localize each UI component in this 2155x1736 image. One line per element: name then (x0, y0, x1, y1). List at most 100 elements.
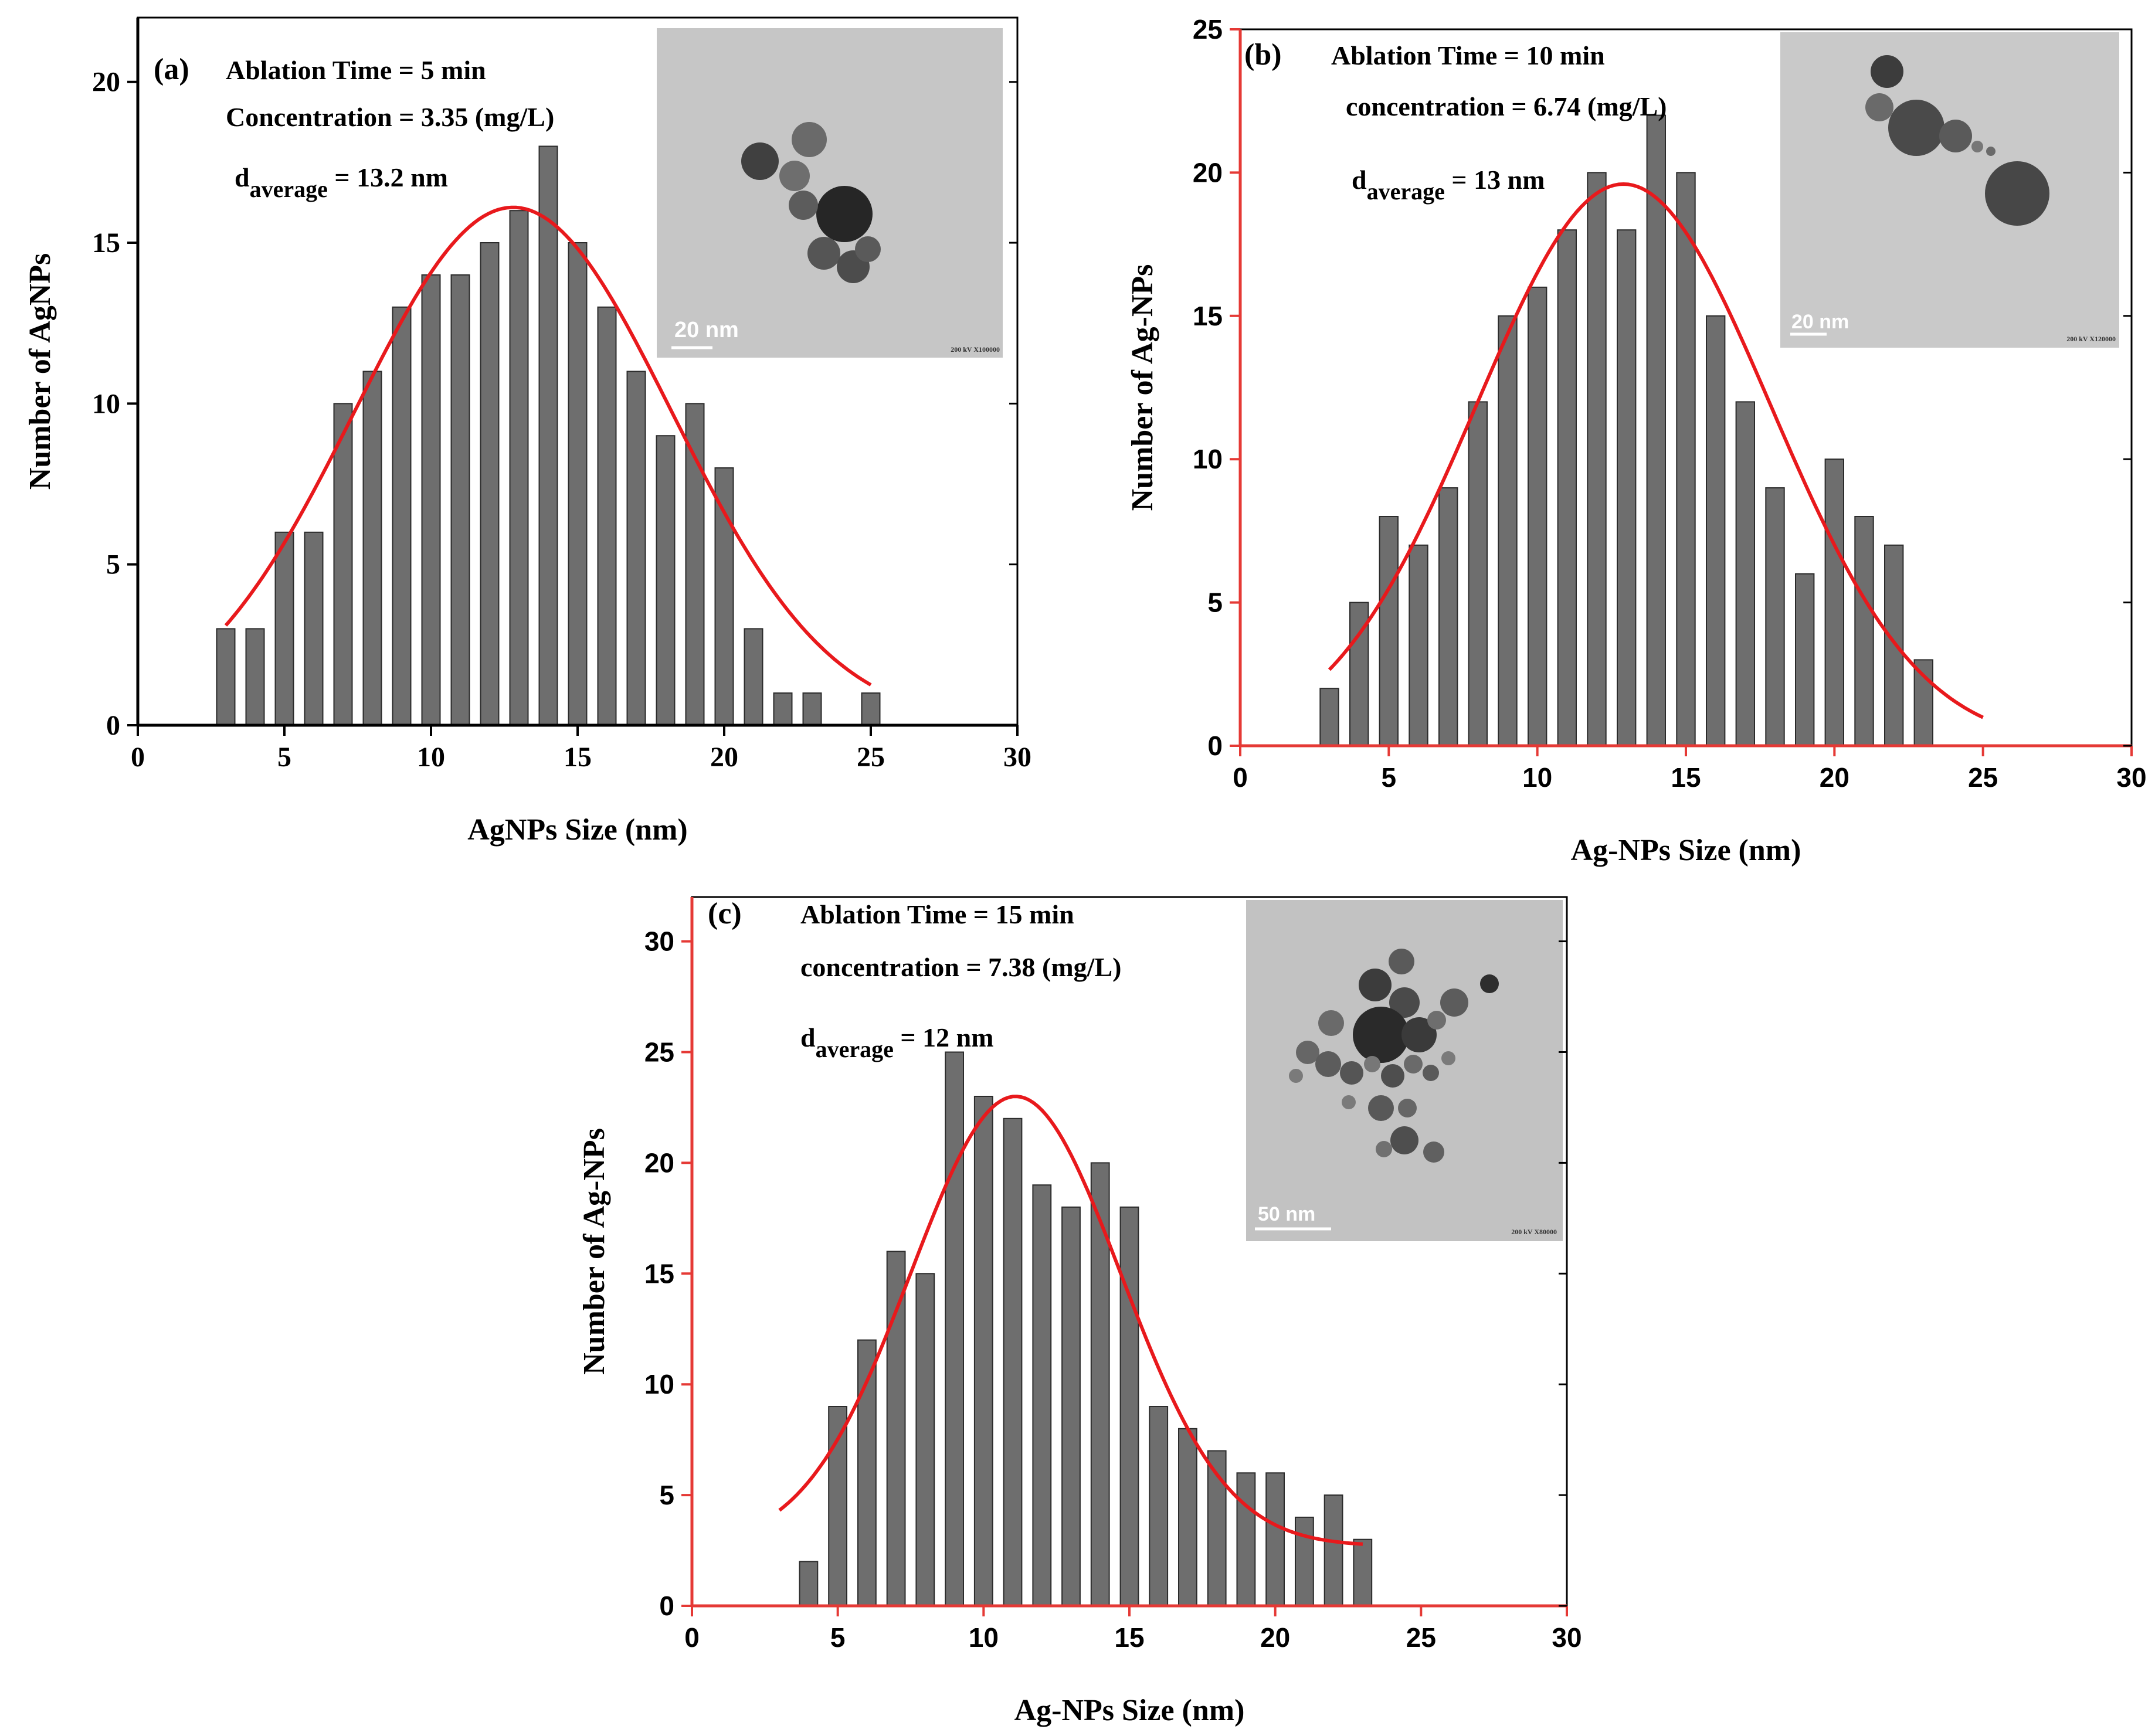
y-tick-label-b-20: 20 (1193, 157, 1223, 188)
y-tick-label-c-5: 5 (659, 1480, 674, 1510)
bar-c-20 (1265, 1472, 1285, 1607)
concentration-b: concentration = 6.74 (mg/L) (1346, 91, 1667, 121)
nanoparticle-cluster-c (1289, 949, 1499, 1163)
bar-c-14 (1090, 1162, 1110, 1606)
bar-a-9 (392, 306, 412, 726)
tem-caption-a: 200 kV X100000 (951, 345, 1000, 354)
bar-b-18 (1765, 487, 1785, 746)
histogram-b: 0 5 10 15 20 25 30 0 5 10 15 20 25 Ag-NPs Size (nm) Nu… (1126, 14, 2147, 867)
bar-a-23 (802, 692, 822, 726)
concentration-a: Concentration = 3.35 (mg/L) (226, 102, 554, 132)
x-tick-label-b-15: 15 (1671, 762, 1701, 793)
bar-a-20 (714, 467, 734, 726)
bar-a-3 (216, 628, 236, 726)
bar-c-19 (1236, 1472, 1256, 1607)
bar-c-16 (1149, 1406, 1169, 1606)
d-subscript-b: average (1367, 178, 1445, 205)
y-tick-label-b-15: 15 (1193, 301, 1223, 331)
bar-b-9 (1498, 315, 1518, 746)
bar-a-22 (773, 692, 793, 726)
bar-a-5 (274, 531, 294, 726)
x-tick-label-c-20: 20 (1260, 1622, 1290, 1653)
y-tick-label-c-30: 30 (644, 926, 674, 957)
bar-a-6 (304, 531, 324, 726)
x-tick-label-c-15: 15 (1114, 1622, 1144, 1653)
bar-c-23 (1353, 1538, 1373, 1606)
gaussian-fit-a (224, 205, 872, 687)
y-tick-label-a-15: 15 (92, 227, 120, 259)
x-tick-label-a-15: 15 (564, 742, 592, 773)
bar-b-21 (1854, 516, 1874, 746)
bar-c-13 (1061, 1206, 1081, 1606)
bar-c-10 (973, 1096, 993, 1606)
bar-c-12 (1032, 1184, 1052, 1606)
bar-c-9 (945, 1051, 964, 1606)
bar-a-21 (744, 628, 763, 726)
d-symbol-b: d (1352, 165, 1367, 195)
d-average-b: daverage = 13 nm (1352, 165, 1545, 205)
tem-caption-b: 200 kV X120000 (2066, 335, 2116, 343)
histogram-c: 0 5 10 15 20 25 30 0 5 10 15 20 25 30 Ag-NPs Size (nm)… (578, 896, 1582, 1727)
bar-b-16 (1706, 315, 1726, 746)
bar-a-10 (421, 274, 441, 726)
panel-label-c: (c) (708, 897, 742, 930)
bar-b-17 (1735, 401, 1756, 746)
x-tick-label-a-20: 20 (710, 742, 738, 773)
x-tick-label-c-30: 30 (1552, 1622, 1582, 1653)
x-axis-title-a: AgNPs Size (nm) (467, 813, 688, 847)
x-tick-label-c-5: 5 (830, 1622, 846, 1653)
x-tick-label-c-10: 10 (969, 1622, 999, 1653)
bar-c-21 (1295, 1516, 1314, 1606)
y-axis-title-c: Number of Ag-NPs (578, 1128, 611, 1375)
d-subscript-a: average (250, 176, 328, 202)
bar-c-22 (1323, 1494, 1343, 1607)
scale-label-c: 50 nm (1258, 1203, 1315, 1225)
d-value-b: = 13 nm (1445, 165, 1545, 195)
bar-b-13 (1617, 229, 1637, 746)
y-tick-label-a-5: 5 (106, 549, 120, 580)
bar-b-23 (1913, 659, 1934, 747)
bar-a-11 (450, 274, 470, 726)
tem-inset-b: 20 nm 200 kV X120000 (1780, 32, 2119, 348)
nanoparticle-cluster-b (1865, 55, 2049, 226)
x-tick-label-a-10: 10 (417, 742, 445, 773)
bar-b-5 (1379, 516, 1399, 746)
bar-a-8 (362, 371, 382, 726)
y-tick-label-c-25: 25 (644, 1037, 674, 1067)
bar-c-4 (799, 1561, 819, 1606)
y-tick-label-c-0: 0 (659, 1591, 674, 1621)
x-tick-label-b-10: 10 (1522, 762, 1552, 793)
panel-a: 20 nm 200 kV X100000 0 5 10 15 20 25 30 0 5 10 15 2… (23, 16, 1031, 847)
x-tick-label-a-25: 25 (857, 742, 885, 773)
y-tick-label-b-10: 10 (1193, 444, 1223, 474)
y-axis-title-b: Number of Ag-NPs (1126, 264, 1159, 511)
bar-b-22 (1884, 544, 1904, 746)
ablation-time-b: Ablation Time = 10 min (1331, 40, 1605, 70)
d-symbol-a: d (235, 162, 250, 192)
gaussian-fit-c (778, 1095, 1363, 1546)
d-symbol-c: d (800, 1022, 816, 1052)
bar-c-17 (1178, 1428, 1197, 1607)
concentration-c: concentration = 7.38 (mg/L) (800, 952, 1121, 982)
y-axis-title-a: Number of AgNPs (23, 253, 57, 490)
y-tick-label-b-0: 0 (1207, 731, 1223, 761)
x-tick-label-c-0: 0 (684, 1622, 700, 1653)
ablation-time-a: Ablation Time = 5 min (226, 55, 486, 85)
bar-a-7 (333, 403, 353, 726)
y-tick-label-a-20: 20 (92, 67, 120, 98)
histogram-a: 0 5 10 15 20 25 30 0 5 10 15 20 AgNPs Size (nm) Numbe… (23, 16, 1031, 847)
y-tick-label-b-25: 25 (1193, 14, 1223, 45)
bar-a-14 (538, 145, 558, 726)
x-tick-label-b-5: 5 (1382, 762, 1397, 793)
x-tick-label-c-25: 25 (1406, 1622, 1436, 1653)
x-tick-label-a-30: 30 (1003, 742, 1031, 773)
bar-a-19 (685, 403, 705, 726)
d-average-a: daverage = 13.2 nm (235, 162, 448, 202)
bar-b-8 (1468, 401, 1488, 746)
tem-inset-a: 20 nm 200 kV X100000 (657, 28, 1003, 358)
x-tick-label-a-5: 5 (277, 742, 291, 773)
bar-b-19 (1795, 573, 1815, 746)
d-subscript-c: average (816, 1036, 894, 1062)
x-tick-label-b-30: 30 (2116, 762, 2146, 793)
